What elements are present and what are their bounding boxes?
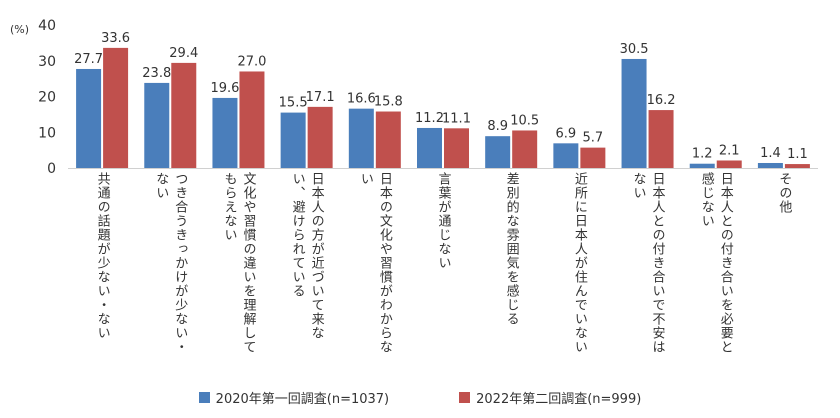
category-label: 日本人との付き合いを必要と 感じない — [698, 172, 733, 354]
y-tick-label: 20 — [38, 90, 56, 106]
bar-2020 — [485, 136, 511, 168]
category-label: その他 — [776, 172, 792, 214]
data-label-2022: 2.1 — [719, 143, 740, 158]
bar-2020 — [553, 143, 579, 168]
legend-swatch-2020 — [198, 392, 210, 403]
data-label-2020: 19.6 — [210, 81, 239, 96]
category-label: 言葉が通じない — [435, 172, 451, 270]
data-label-2020: 23.8 — [142, 66, 171, 81]
data-label-2020: 11.2 — [415, 111, 444, 126]
legend: 2020年第一回調査(n=1037) 2022年第二回調査(n=999) — [0, 388, 840, 407]
data-label-2022: 10.5 — [510, 113, 539, 128]
data-label-2020: 1.2 — [692, 147, 713, 162]
bar-2022 — [648, 110, 674, 168]
legend-label-2020: 2020年第一回調査(n=1037) — [215, 392, 390, 407]
data-label-2022: 11.1 — [442, 111, 471, 126]
data-label-2020: 15.5 — [279, 96, 308, 111]
data-label-2022: 16.2 — [647, 93, 676, 108]
category-label: 差別的な雰囲気を感じる — [503, 172, 519, 326]
y-tick-label: 10 — [38, 125, 56, 141]
bar-2020 — [417, 127, 442, 168]
data-label-2020: 30.5 — [620, 42, 649, 57]
bar-2022 — [103, 47, 129, 168]
category-label: 日本人との付き合いで不安は ない — [630, 172, 665, 354]
category-label: 日本の文化や習慣がわからな い — [357, 172, 392, 354]
bar-2022 — [171, 62, 197, 168]
y-axis-unit-label: (%) — [10, 23, 29, 36]
bar-2022 — [716, 160, 742, 168]
bar-2020 — [280, 112, 306, 168]
bar-2020 — [348, 108, 374, 168]
data-label-2022: 17.1 — [306, 90, 335, 105]
category-label: つき合うきっかけが少ない・ ない — [153, 172, 188, 354]
category-label: 近所に日本人が住んでいない — [571, 172, 587, 354]
data-label-2022: 33.6 — [101, 31, 130, 46]
legend-item-2020: 2020年第一回調査(n=1037) — [198, 388, 390, 407]
bar-2022 — [784, 164, 810, 168]
bar-2020 — [76, 68, 102, 168]
data-label-2022: 1.1 — [787, 147, 808, 162]
y-tick-label: 30 — [38, 54, 56, 70]
data-label-2022: 27.0 — [237, 54, 266, 69]
bar-2020 — [144, 82, 170, 168]
data-label-2020: 6.9 — [556, 126, 577, 141]
data-label-2020: 27.7 — [74, 52, 103, 67]
bar-2022 — [512, 130, 538, 168]
data-label-2020: 8.9 — [487, 119, 508, 134]
bar-2020 — [212, 97, 238, 168]
data-label-2020: 16.6 — [347, 92, 376, 107]
y-tick-label: 40 — [38, 18, 56, 34]
data-label-2022: 5.7 — [583, 131, 604, 146]
y-tick-label: 0 — [47, 161, 56, 177]
data-label-2022: 15.8 — [374, 95, 403, 110]
bar-2020 — [621, 58, 647, 168]
category-label: 日本人の方が近づいて来な い、避けられている — [289, 172, 324, 340]
bar-2022 — [580, 147, 606, 168]
category-label: 共通の話題が少ない・ない — [94, 172, 110, 340]
bar-2022 — [375, 111, 401, 168]
bar-2022 — [444, 128, 469, 168]
legend-label-2022: 2022年第二回調査(n=999) — [476, 392, 642, 407]
bar-2022 — [239, 71, 265, 168]
data-label-2020: 1.4 — [760, 146, 781, 161]
bar-2022 — [307, 106, 333, 168]
bar-2020 — [689, 163, 715, 168]
bar-2020 — [757, 162, 783, 168]
legend-item-2022: 2022年第二回調査(n=999) — [459, 388, 641, 407]
bar-chart: (%) 0 10 20 30 40 27.7 33.6 23.8 29.4 19.6 27.0 15.5… — [10, 18, 818, 177]
legend-swatch-2022 — [459, 392, 471, 403]
category-label: 文化や習慣の違いを理解して もらえない — [221, 172, 256, 354]
data-label-2022: 29.4 — [169, 46, 198, 61]
